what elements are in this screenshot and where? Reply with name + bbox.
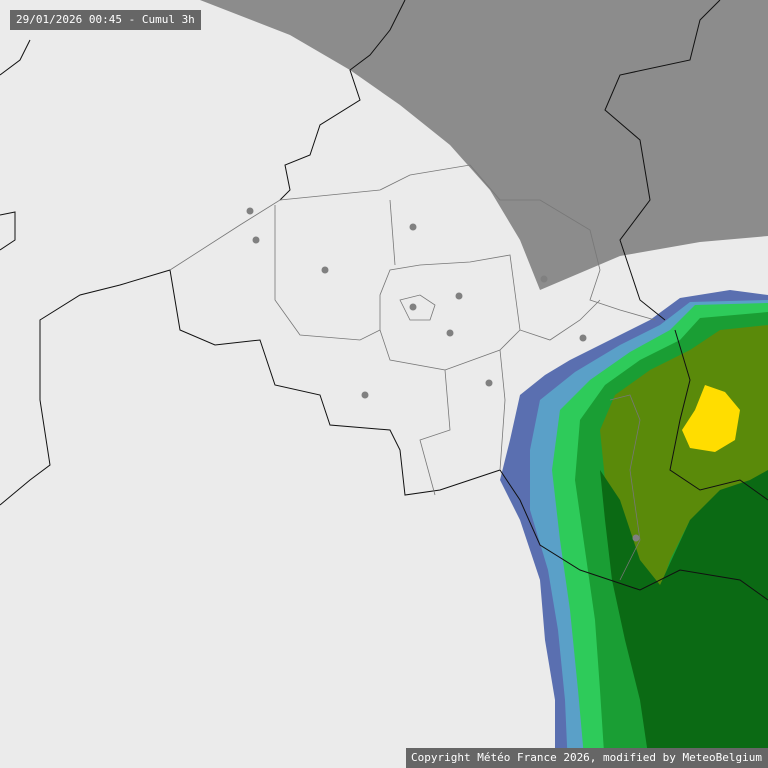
city-dots [246,207,640,542]
city-dot-icon [632,534,640,542]
precip-level-6 [600,470,768,768]
city-dot-icon [246,207,254,215]
city-dot-icon [252,236,260,244]
copyright-notice: Copyright Météo France 2026, modified by… [406,748,768,768]
precip-level-5 [600,325,768,590]
precip-level-7 [682,385,740,452]
city-dot-icon [579,334,587,342]
city-dot-icon [321,266,329,274]
city-dot-icon [409,303,417,311]
city-dot-icon [446,329,454,337]
region-borders [169,164,656,581]
city-dot-icon [409,223,417,231]
city-dot-icon [455,292,463,300]
city-dot-icon [485,379,493,387]
map-title: 29/01/2026 00:45 - Cumul 3h [10,10,201,30]
city-dot-icon [540,275,548,283]
out-of-range-area [200,0,768,290]
country-borders [0,0,768,601]
city-dot-icon [361,391,369,399]
